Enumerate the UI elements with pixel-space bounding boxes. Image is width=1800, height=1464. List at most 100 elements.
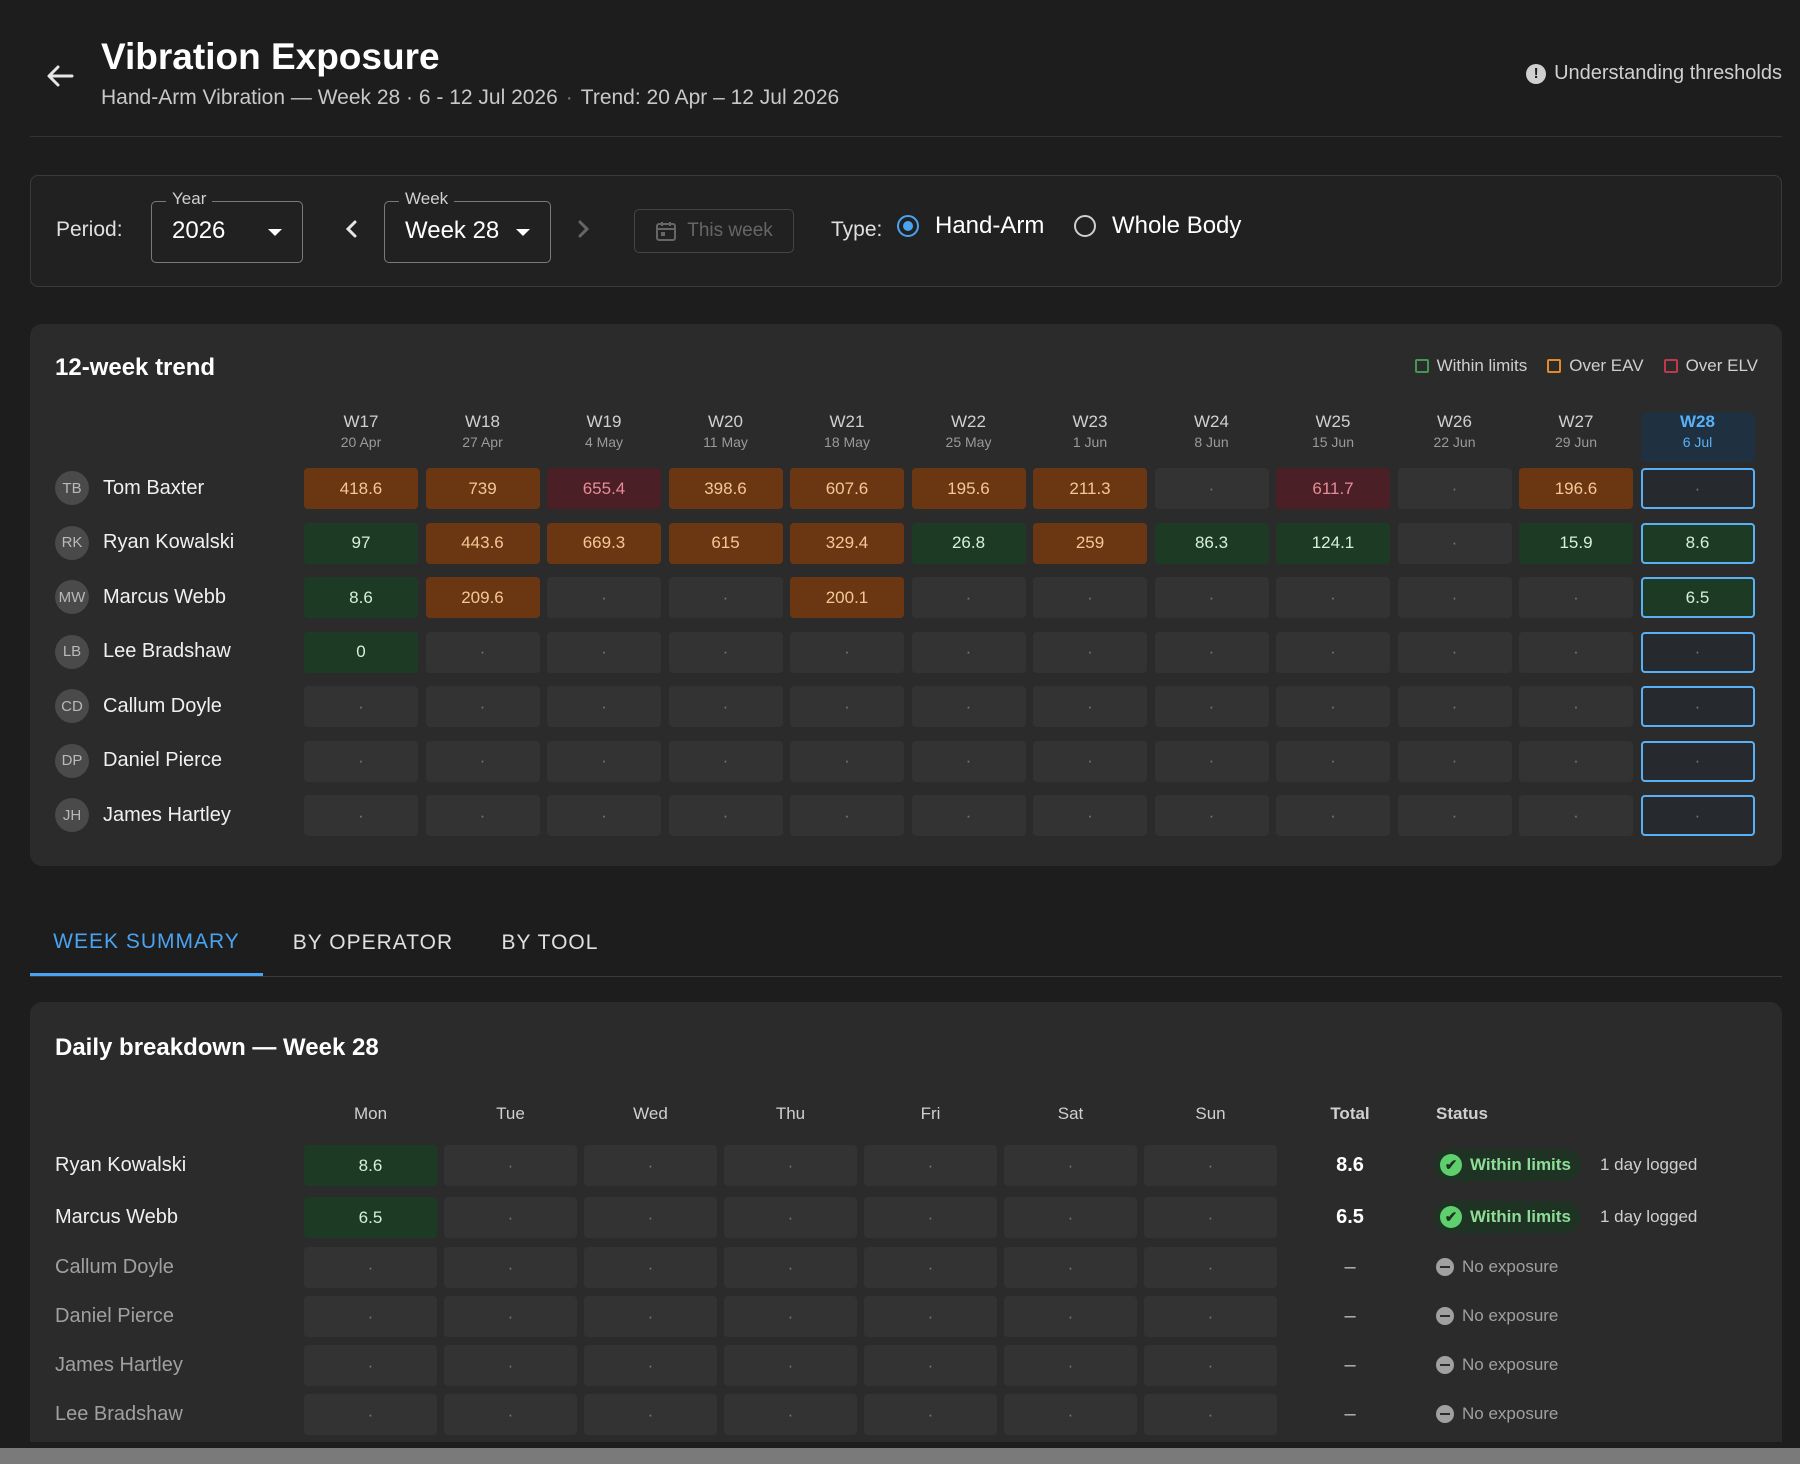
trend-cell[interactable]: · (1154, 740, 1269, 782)
trend-cell[interactable]: · (1154, 631, 1269, 673)
trend-cell[interactable]: · (547, 631, 661, 673)
trend-cell[interactable]: · (425, 631, 540, 673)
trend-cell[interactable]: · (668, 795, 783, 836)
daily-cell[interactable]: · (1144, 1145, 1277, 1186)
trend-cell[interactable]: · (1519, 740, 1633, 782)
trend-cell[interactable]: 611.7 (1276, 468, 1390, 509)
trend-cell[interactable]: 211.3 (1033, 468, 1147, 509)
trend-cell[interactable]: · (668, 631, 783, 673)
trend-cell[interactable]: · (1640, 795, 1755, 836)
year-select[interactable]: Year 2026 (151, 189, 303, 263)
trend-cell[interactable]: · (304, 795, 418, 836)
this-week-button[interactable]: This week (634, 209, 794, 253)
trend-cell[interactable]: · (1397, 740, 1512, 782)
trend-cell[interactable]: · (790, 740, 904, 782)
trend-cell[interactable]: 0 (304, 631, 418, 673)
trend-cell[interactable]: · (1276, 631, 1390, 673)
trend-cell[interactable]: · (1519, 577, 1633, 618)
trend-cell[interactable]: 607.6 (790, 468, 904, 509)
daily-cell[interactable]: · (1004, 1394, 1137, 1435)
trend-cell[interactable]: · (790, 795, 904, 836)
trend-cell[interactable]: · (911, 577, 1026, 618)
trend-cell[interactable]: 329.4 (790, 522, 904, 564)
week-select[interactable]: Week Week 28 (384, 189, 551, 263)
daily-cell[interactable]: · (444, 1197, 577, 1238)
radio-whole-body[interactable]: Whole Body (1074, 212, 1241, 240)
daily-cell[interactable]: · (1144, 1296, 1277, 1337)
trend-cell[interactable]: · (911, 795, 1026, 836)
next-week-chevron-icon[interactable] (568, 214, 598, 244)
daily-cell[interactable]: · (724, 1145, 857, 1186)
daily-cell[interactable]: · (1004, 1345, 1137, 1386)
trend-cell[interactable]: · (911, 686, 1026, 727)
trend-cell[interactable]: · (1519, 631, 1633, 673)
trend-cell[interactable]: 26.8 (911, 522, 1026, 564)
daily-cell[interactable]: · (724, 1345, 857, 1386)
daily-cell[interactable]: · (864, 1145, 997, 1186)
trend-cell[interactable]: · (425, 795, 540, 836)
horizontal-scrollbar[interactable] (0, 1448, 1800, 1464)
trend-cell[interactable]: · (790, 686, 904, 727)
trend-cell[interactable]: 86.3 (1154, 522, 1269, 564)
trend-cell[interactable]: · (1397, 795, 1512, 836)
daily-cell[interactable]: · (304, 1296, 437, 1337)
daily-cell[interactable]: · (584, 1247, 717, 1288)
trend-cell[interactable]: · (1154, 577, 1269, 618)
trend-cell[interactable]: 97 (304, 522, 418, 564)
trend-cell[interactable]: 196.6 (1519, 468, 1633, 509)
trend-cell[interactable]: · (668, 577, 783, 618)
trend-cell[interactable]: 259 (1033, 522, 1147, 564)
daily-cell[interactable]: · (1004, 1197, 1137, 1238)
trend-cell[interactable]: 6.5 (1640, 577, 1755, 618)
daily-cell[interactable]: · (444, 1296, 577, 1337)
trend-cell[interactable]: · (1033, 631, 1147, 673)
trend-cell[interactable]: 209.6 (425, 577, 540, 618)
daily-cell[interactable]: · (584, 1197, 717, 1238)
daily-cell[interactable]: · (1144, 1345, 1277, 1386)
daily-cell[interactable]: · (1144, 1197, 1277, 1238)
daily-cell[interactable]: · (724, 1296, 857, 1337)
trend-cell[interactable]: 615 (668, 522, 783, 564)
daily-cell[interactable]: 8.6 (304, 1145, 437, 1186)
trend-cell[interactable]: · (1276, 795, 1390, 836)
daily-cell[interactable]: · (444, 1247, 577, 1288)
trend-cell[interactable]: · (668, 740, 783, 782)
daily-cell[interactable]: · (864, 1394, 997, 1435)
trend-cell[interactable]: · (1154, 468, 1269, 509)
daily-cell[interactable]: · (864, 1197, 997, 1238)
trend-cell[interactable]: · (1033, 795, 1147, 836)
trend-cell[interactable]: 15.9 (1519, 522, 1633, 564)
understanding-thresholds-link[interactable]: ! Understanding thresholds (1526, 62, 1782, 85)
daily-cell[interactable]: · (304, 1247, 437, 1288)
daily-cell[interactable]: · (1144, 1394, 1277, 1435)
trend-cell[interactable]: 418.6 (304, 468, 418, 509)
tab-by-operator[interactable]: BY OPERATOR (292, 931, 454, 954)
trend-cell[interactable]: · (547, 577, 661, 618)
daily-cell[interactable]: · (444, 1345, 577, 1386)
trend-cell[interactable]: 8.6 (1640, 522, 1755, 564)
daily-cell[interactable]: · (724, 1247, 857, 1288)
daily-cell[interactable]: · (1144, 1247, 1277, 1288)
trend-cell[interactable]: · (1033, 577, 1147, 618)
trend-cell[interactable]: · (547, 686, 661, 727)
daily-cell[interactable]: · (864, 1345, 997, 1386)
trend-cell[interactable]: 669.3 (547, 522, 661, 564)
trend-cell[interactable]: 8.6 (304, 577, 418, 618)
previous-week-chevron-icon[interactable] (337, 214, 367, 244)
daily-cell[interactable]: · (864, 1296, 997, 1337)
daily-cell[interactable]: · (584, 1296, 717, 1337)
trend-cell[interactable]: · (1276, 686, 1390, 727)
trend-cell[interactable]: · (425, 740, 540, 782)
trend-cell[interactable]: · (1640, 740, 1755, 782)
trend-cell[interactable]: 655.4 (547, 468, 661, 509)
daily-cell[interactable]: · (724, 1197, 857, 1238)
daily-cell[interactable]: 6.5 (304, 1197, 437, 1238)
trend-cell[interactable]: · (425, 686, 540, 727)
trend-cell[interactable]: · (911, 631, 1026, 673)
trend-cell[interactable]: 200.1 (790, 577, 904, 618)
trend-cell[interactable]: · (1640, 468, 1755, 509)
trend-cell[interactable]: · (1154, 795, 1269, 836)
daily-cell[interactable]: · (1004, 1247, 1137, 1288)
trend-cell[interactable]: 739 (425, 468, 540, 509)
trend-cell[interactable]: · (1397, 577, 1512, 618)
